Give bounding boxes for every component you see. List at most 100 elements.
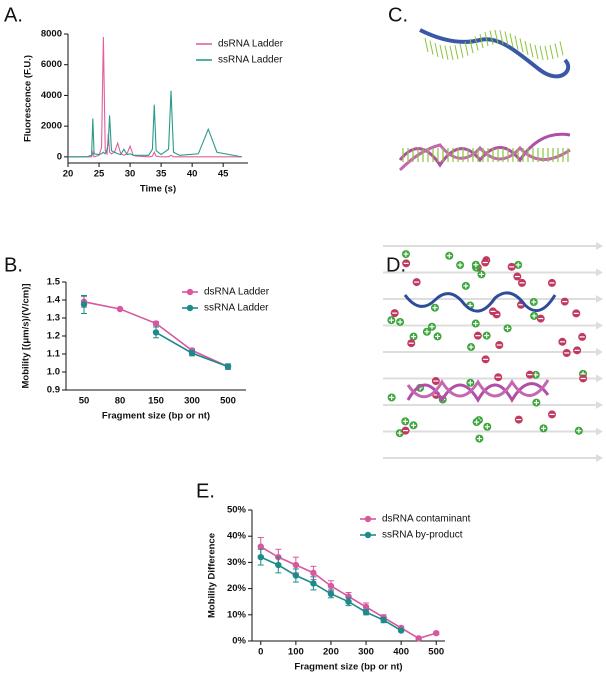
y-tick-label: 0.9 (47, 385, 60, 396)
panel-label: C. (388, 4, 408, 26)
y-axis-label: Mobility Difference (207, 533, 218, 618)
base-pair (444, 45, 449, 60)
y-tick-label: 20% (227, 583, 247, 594)
point (224, 363, 232, 370)
base-pair (459, 43, 464, 58)
y-tick-label: 1.0 (47, 367, 60, 378)
point (345, 598, 352, 605)
x-tick-label: 30 (125, 169, 136, 180)
y-tick-label: 1.4 (47, 295, 61, 306)
point (257, 543, 264, 550)
legend-marker (186, 288, 194, 296)
legend-label: ssRNA Ladder (218, 55, 283, 66)
legend-label: dsRNA Ladder (218, 39, 284, 50)
point (116, 305, 124, 313)
base-pair (474, 36, 479, 51)
y-tick-label: 1.2 (47, 331, 60, 342)
base-pair (489, 30, 494, 45)
point (310, 580, 317, 587)
base-pair (559, 41, 564, 56)
base-pair (529, 43, 534, 58)
base-pair (504, 31, 509, 46)
point (257, 553, 264, 561)
x-tick-label: 20 (63, 169, 74, 180)
panel-label: D. (386, 254, 406, 276)
x-tick-label: 300 (358, 647, 374, 658)
y-tick-label: 1.5 (47, 277, 61, 288)
base-pair (429, 40, 434, 55)
base-pair (539, 45, 544, 60)
y-tick-label: 0% (232, 636, 246, 647)
ss-strand (403, 291, 557, 313)
x-tick-label: 500 (428, 647, 444, 658)
panel-label: B. (4, 254, 23, 276)
y-tick-label: 1.1 (47, 349, 61, 360)
point (327, 590, 335, 598)
point (380, 616, 387, 624)
electrophoresis-diagram (383, 242, 603, 462)
point (397, 627, 405, 634)
x-tick-label: 500 (220, 396, 236, 407)
base-pair (424, 37, 429, 53)
base-pair (494, 29, 499, 45)
arrow-head (596, 427, 603, 436)
legend-label: ssRNA Ladder (204, 303, 269, 314)
legend-marker (364, 515, 372, 523)
base-pair (464, 41, 469, 56)
x-tick-label: 100 (288, 647, 304, 658)
arrow-head (596, 321, 603, 330)
y-tick-label: 50% (227, 505, 247, 516)
ds-strand (406, 382, 550, 403)
arrow-head (596, 295, 603, 303)
ds-strand (398, 143, 571, 172)
arrow-head (596, 348, 603, 356)
x-tick-label: 50 (79, 396, 90, 407)
base-pair (534, 44, 539, 60)
x-tick-label: 45 (218, 169, 229, 180)
point (292, 572, 300, 579)
point (362, 608, 370, 616)
point (327, 582, 335, 590)
point (80, 301, 88, 308)
base-pair (524, 40, 529, 56)
series-line (68, 90, 242, 158)
arrow-head (596, 454, 603, 462)
y-axis-label: Mobility [(μm/s)/(V/cm)] (21, 283, 32, 388)
point (310, 569, 317, 577)
y-tick-label: 4000 (41, 90, 62, 101)
base-pair (469, 39, 474, 54)
x-axis-label: Fragment size (bp or nt) (102, 411, 210, 422)
base-pair (544, 45, 549, 61)
base-pair (434, 42, 439, 58)
base-pair (484, 31, 489, 47)
y-tick-label: 1.3 (47, 313, 60, 324)
x-axis-label: Fragment size (bp or nt) (294, 662, 402, 673)
legend-marker (364, 531, 372, 539)
y-tick-label: 40% (227, 531, 247, 542)
point (152, 329, 160, 336)
y-axis-label: Fluorescence (F.U.) (23, 55, 34, 142)
base-pair (499, 30, 504, 45)
x-tick-label: 80 (115, 396, 126, 407)
x-axis-label: Time (s) (140, 184, 176, 195)
base-pair (519, 38, 524, 53)
point (152, 320, 160, 327)
x-tick-label: 40 (187, 169, 198, 180)
legend-label: ssRNA by-product (382, 530, 463, 541)
ss-strand (419, 28, 571, 79)
y-tick-label: 8000 (41, 29, 62, 40)
x-tick-label: 400 (393, 647, 409, 658)
point (188, 349, 196, 357)
rna-structure-diagram (398, 28, 571, 172)
base-pair (454, 45, 459, 60)
y-tick-label: 30% (227, 557, 247, 568)
base-pair (554, 43, 559, 58)
base-pair (479, 33, 484, 49)
ds-strand (406, 379, 550, 399)
series-line (68, 37, 242, 158)
x-tick-label: 200 (323, 647, 339, 658)
legend-label: dsRNA contaminant (382, 514, 471, 525)
point (292, 561, 300, 569)
